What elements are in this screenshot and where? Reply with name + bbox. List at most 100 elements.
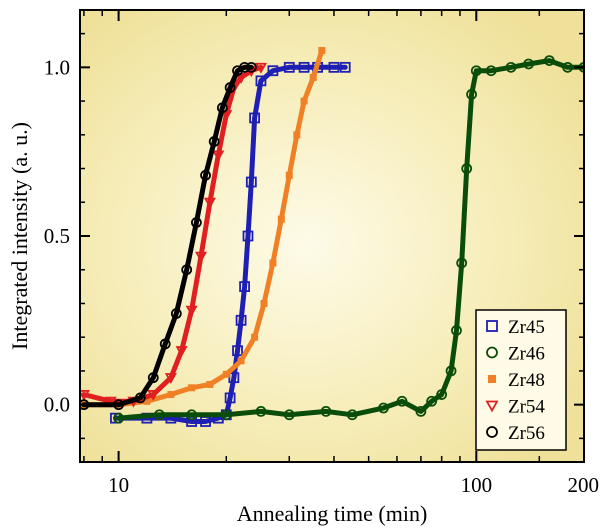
data-point-zr46 bbox=[523, 58, 534, 70]
legend-label-zr46: Zr46 bbox=[508, 344, 545, 365]
y-tick-label: 0.0 bbox=[44, 393, 70, 417]
legend-marker-zr48 bbox=[488, 375, 496, 383]
data-point-zr46 bbox=[346, 409, 358, 421]
data-point-zr54 bbox=[104, 396, 117, 408]
data-point-zr46 bbox=[562, 61, 574, 73]
legend-label-zr48: Zr48 bbox=[508, 370, 545, 391]
data-point-zr46 bbox=[186, 409, 198, 421]
data-point-zr46 bbox=[113, 412, 124, 424]
legend-marker-zr46 bbox=[486, 346, 498, 359]
data-point-zr48 bbox=[167, 391, 175, 399]
data-point-zr56 bbox=[239, 61, 250, 73]
data-point-zr46 bbox=[415, 406, 427, 417]
data-point-zr46 bbox=[378, 402, 389, 414]
data-point-zr48 bbox=[143, 397, 151, 405]
y-axis-title: Integrated intensity (a. u.) bbox=[7, 122, 32, 350]
data-point-zr56 bbox=[147, 372, 159, 384]
data-point-zr45 bbox=[242, 230, 254, 242]
data-point-zr45 bbox=[339, 61, 351, 73]
data-point-zr46 bbox=[445, 365, 457, 377]
x-tick-label: 10 bbox=[108, 473, 129, 497]
data-point-zr56 bbox=[190, 217, 202, 228]
data-point-zr45 bbox=[249, 112, 261, 124]
legend-marker-zr45 bbox=[486, 320, 498, 332]
data-point-zr56 bbox=[208, 136, 220, 147]
data-point-zr48 bbox=[300, 97, 308, 105]
data-point-zr46 bbox=[426, 395, 438, 407]
data-point-zr48 bbox=[222, 370, 230, 378]
data-point-zr56 bbox=[216, 102, 228, 114]
data-point-zr46 bbox=[255, 406, 267, 417]
data-point-zr48 bbox=[309, 73, 317, 81]
x-tick-label: 200 bbox=[568, 473, 600, 497]
data-point-zr46 bbox=[470, 65, 482, 77]
y-tick-label: 1.0 bbox=[44, 55, 70, 79]
data-point-zr46 bbox=[220, 409, 232, 421]
data-point-zr46 bbox=[485, 65, 497, 77]
data-point-zr54 bbox=[80, 390, 90, 401]
plot-frame bbox=[79, 9, 585, 463]
data-point-zr56 bbox=[200, 169, 211, 181]
data-point-zr54 bbox=[195, 251, 208, 263]
data-point-zr54 bbox=[147, 390, 160, 401]
data-point-zr46 bbox=[461, 163, 473, 174]
data-point-zr46 bbox=[456, 257, 468, 269]
legend: Zr45 Zr46 Zr48 Zr54 Zr56 bbox=[475, 309, 567, 451]
data-point-zr54 bbox=[254, 62, 267, 74]
legend-marker-zr56 bbox=[486, 426, 498, 438]
data-point-zr56 bbox=[170, 308, 182, 319]
data-point-zr48 bbox=[293, 131, 301, 139]
series-line-zr56 bbox=[81, 64, 254, 408]
tick-layer: 0.0 0.5 1.0 10 100 200 bbox=[44, 10, 599, 497]
legend-marker-zr54 bbox=[485, 400, 499, 413]
data-point-zr46 bbox=[436, 389, 448, 400]
data-point-zr45 bbox=[224, 392, 236, 404]
data-point-zr48 bbox=[251, 333, 259, 341]
data-point-zr46 bbox=[153, 409, 165, 421]
data-point-zr45 bbox=[255, 75, 267, 87]
series-line-zr46 bbox=[116, 58, 584, 421]
data-point-zr45 bbox=[267, 65, 279, 77]
legend-label-zr54: Zr54 bbox=[508, 397, 545, 418]
legend-label-zr45: Zr45 bbox=[508, 317, 545, 338]
data-point-zr56 bbox=[224, 82, 236, 93]
data-point-zr54 bbox=[212, 150, 225, 162]
y-tick-label: 0.5 bbox=[44, 224, 70, 248]
data-point-zr56 bbox=[159, 338, 171, 350]
data-point-zr45 bbox=[239, 281, 250, 292]
legend-label-zr56: Zr56 bbox=[508, 423, 545, 444]
x-axis-title: Annealing time (min) bbox=[237, 501, 428, 526]
data-point-zr56 bbox=[113, 399, 124, 411]
data-point-zr45 bbox=[232, 345, 243, 357]
data-point-zr48 bbox=[285, 171, 293, 179]
data-point-zr46 bbox=[320, 406, 332, 417]
series-zr46 bbox=[113, 55, 584, 424]
data-point-zr48 bbox=[237, 357, 245, 365]
data-point-zr46 bbox=[505, 61, 517, 73]
data-point-zr48 bbox=[277, 215, 285, 223]
data-point-zr48 bbox=[260, 299, 268, 307]
data-point-zr45 bbox=[298, 61, 310, 73]
data-point-zr56 bbox=[245, 61, 257, 73]
data-point-zr56 bbox=[134, 392, 146, 404]
data-point-zr46 bbox=[283, 409, 295, 421]
series-line-zr45 bbox=[113, 64, 348, 424]
data-point-zr45 bbox=[245, 176, 257, 188]
data-point-zr54 bbox=[175, 346, 188, 358]
data-point-zr45 bbox=[328, 61, 340, 73]
data-point-zr45 bbox=[235, 314, 247, 326]
data-point-zr45 bbox=[283, 61, 295, 73]
data-point-zr54 bbox=[203, 197, 216, 209]
data-point-zr54 bbox=[185, 305, 198, 317]
data-point-zr56 bbox=[181, 264, 193, 276]
data-point-zr48 bbox=[318, 46, 326, 54]
data-point-zr48 bbox=[188, 384, 196, 392]
data-point-zr46 bbox=[466, 88, 477, 100]
series-zr56 bbox=[80, 61, 257, 411]
data-point-zr48 bbox=[269, 259, 277, 267]
data-point-zr54 bbox=[164, 373, 177, 385]
x-tick-label: 100 bbox=[461, 473, 493, 497]
data-point-zr48 bbox=[206, 380, 214, 388]
data-point-zr46 bbox=[543, 55, 555, 66]
